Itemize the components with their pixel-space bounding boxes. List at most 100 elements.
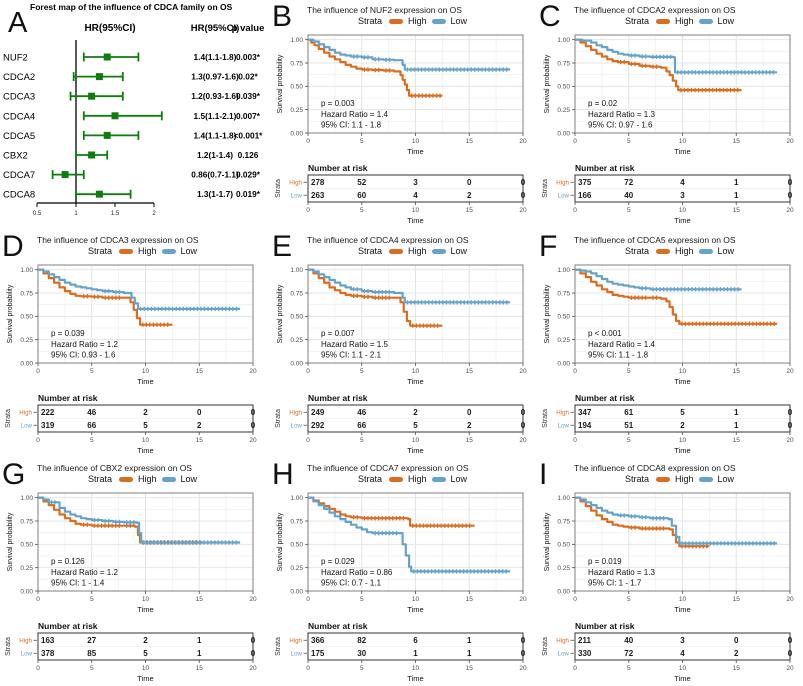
legend-low-swatch [161, 476, 176, 482]
risk-x-tick-label: 5 [627, 207, 631, 214]
risk-row-label-high: High [289, 637, 302, 644]
risk-count: 1 [734, 178, 739, 187]
p-value-text: p = 0.029 [321, 557, 355, 566]
risk-count: 0 [521, 178, 526, 187]
risk-count: 46 [357, 408, 366, 417]
risk-table-grid [308, 633, 523, 660]
hr-value: 1.4(1.1-1.8) [194, 52, 237, 62]
hr-value: 1.4(1.1-1.8) [194, 130, 237, 140]
p-value: 0.019* [236, 189, 261, 199]
forest-row: CDCA7 0.86(0.7-1.1)0.029* [3, 170, 261, 182]
risk-strata-label: Strata [275, 409, 282, 428]
risk-count: 6 [413, 636, 418, 645]
km-plot: 0.00 0.25 0.50 0.75 1.00 0 5 10 15 20 Time Survival… [544, 264, 794, 386]
risk-count: 0 [521, 408, 526, 417]
legend-low-swatch [698, 248, 713, 254]
risk-strata-label: Strata [275, 637, 282, 656]
risk-count: 2 [467, 191, 472, 200]
km-plot: 0.00 0.25 0.50 0.75 1.00 0 5 10 15 20 Time Survival… [277, 264, 527, 386]
risk-x-axis: 0 5 10 15 20 Time [573, 202, 794, 225]
hr-point-marker [111, 112, 119, 120]
legend-high-swatch [388, 476, 403, 482]
x-tick-label: 10 [412, 368, 420, 375]
risk-x-tick-label: 0 [36, 437, 40, 444]
risk-count: 66 [357, 421, 366, 430]
panel-letter: F [539, 230, 558, 263]
risk-x-tick-label: 10 [412, 437, 420, 444]
hazard-ratio-text: Hazard Ratio = 1.3 [588, 568, 655, 577]
km-legend: Strata High Low [35, 474, 250, 484]
y-tick-label: 1.00 [290, 495, 303, 502]
stats-annotation: p = 0.039 Hazard Ratio = 1.2 95% CI: 0.93 … [51, 329, 118, 359]
hr-value: 1.3(0.97-1.6) [191, 72, 239, 82]
low-curve [38, 496, 241, 545]
forest-row: NUF2 1.4(1.1-1.8) 0.003* [3, 52, 261, 64]
km-plot: 0.00 0.25 0.50 0.75 1.00 0 5 10 15 20 Time Survival… [544, 34, 794, 156]
risk-x-axis-title: Time [674, 674, 690, 683]
risk-count: 1 [413, 649, 418, 658]
gene-label: CDCA5 [3, 131, 35, 142]
y-tick-label: 0.50 [290, 84, 303, 91]
legend-low-swatch [698, 18, 713, 24]
risk-table-title: Number at risk [38, 621, 98, 631]
panel-letter: A [8, 7, 28, 39]
x-tick-label: 5 [360, 596, 364, 603]
x-tick-label: 20 [249, 368, 257, 375]
legend-high-swatch [118, 248, 133, 254]
confidence-interval-text: 95% CI: 1.1 - 1.8 [321, 121, 382, 130]
y-axis-title: Survival probability [7, 284, 14, 343]
y-tick-label: 1.00 [557, 37, 570, 44]
confidence-interval-text: 95% CI: 0.97 - 1.6 [588, 121, 653, 130]
risk-x-tick-label: 0 [306, 437, 310, 444]
y-tick-label: 0.75 [290, 290, 303, 297]
stats-annotation: p = 0.029 Hazard Ratio = 0.86 95% CI: 0.7 … [321, 557, 393, 587]
p-value-text: p = 0.02 [588, 99, 618, 108]
km-axes: 0.00 0.25 0.50 0.75 1.00 0 5 10 15 20 Time Survival… [544, 267, 794, 386]
risk-table-grid [38, 633, 253, 660]
hazard-ratio-text: Hazard Ratio = 1.5 [321, 340, 388, 349]
km-title: The influence of CDCA2 expression on OS [574, 5, 736, 15]
legend-low-swatch [431, 476, 446, 482]
x-tick-label: 10 [679, 368, 687, 375]
risk-x-tick-label: 10 [142, 437, 150, 444]
km-axes: 0.00 0.25 0.50 0.75 1.00 0 5 10 15 20 Time Survival… [544, 495, 794, 614]
risk-row-label-low: Low [291, 192, 303, 199]
risk-row-label-low: Low [21, 422, 33, 429]
risk-count: 1 [734, 191, 739, 200]
x-tick-label: 20 [249, 596, 257, 603]
risk-x-tick-label: 5 [360, 207, 364, 214]
risk-count: 1 [467, 636, 472, 645]
forest-row: CBX2 1.2(1-1.4) 0.126 [3, 150, 259, 162]
risk-x-tick-label: 10 [679, 437, 687, 444]
km-axes: 0.00 0.25 0.50 0.75 1.00 0 5 10 15 20 Time Survival… [7, 267, 257, 386]
forest-plot: A Forest map of the influence of CDCA fam… [3, 2, 264, 217]
x-tick-label: 15 [466, 596, 474, 603]
survival-step-line [38, 496, 241, 544]
legend-low-label: Low [450, 246, 468, 256]
km-plot: 0.00 0.25 0.50 0.75 1.00 0 5 10 15 20 Time Survival… [277, 34, 527, 156]
confidence-interval-text: 95% CI: 1 - 1.4 [51, 579, 105, 588]
risk-count: 249 [311, 408, 325, 417]
risk-count: 263 [311, 191, 325, 200]
forest-axis-tick-label: 1 [74, 211, 78, 217]
risk-x-axis-title: Time [137, 446, 153, 455]
risk-row-label-high: High [289, 409, 302, 416]
legend-high-swatch [118, 476, 133, 482]
km-title: The influence of CDCA7 expression on OS [307, 463, 469, 473]
risk-x-axis-title: Time [407, 674, 423, 683]
survival-step-line [575, 38, 778, 74]
risk-table-grid [308, 405, 523, 432]
risk-x-tick-label: 10 [412, 207, 420, 214]
risk-table-grid [575, 405, 790, 432]
confidence-interval-text: 95% CI: 1.1 - 2.1 [321, 351, 382, 360]
risk-strata-label: Strata [5, 637, 12, 656]
risk-x-tick-label: 15 [733, 207, 741, 214]
y-tick-label: 0.75 [290, 518, 303, 525]
forest-x-axis: 0.5 1 1.5 2 [33, 202, 156, 217]
y-tick-label: 0.75 [557, 290, 570, 297]
km-panel-cdca3: D The influence of CDCA3 expression on OS… [0, 230, 266, 458]
x-tick-label: 10 [679, 596, 687, 603]
risk-count: 27 [87, 636, 96, 645]
